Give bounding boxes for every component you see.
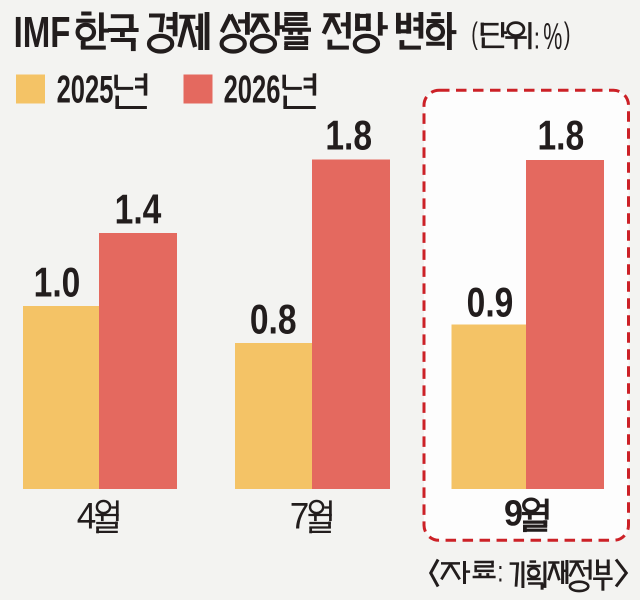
svg-text:7: 7	[290, 495, 310, 537]
svg-text:4: 4	[77, 495, 97, 537]
svg-text:0.8: 0.8	[250, 297, 297, 343]
svg-text:1.4: 1.4	[115, 187, 162, 233]
svg-text::: :	[497, 554, 503, 588]
svg-text:0.9: 0.9	[467, 280, 514, 326]
svg-text:1.8: 1.8	[537, 113, 584, 159]
svg-text::: :	[534, 20, 540, 55]
svg-text:2026: 2026	[224, 67, 281, 111]
svg-text:): )	[564, 15, 571, 51]
svg-text:2025: 2025	[57, 67, 114, 111]
svg-text:%: %	[543, 17, 562, 57]
svg-text:9: 9	[504, 494, 523, 534]
svg-text:IMF: IMF	[14, 9, 71, 58]
svg-text:(: (	[471, 15, 478, 51]
svg-text:1.0: 1.0	[34, 260, 81, 306]
svg-text:1.8: 1.8	[325, 113, 372, 159]
